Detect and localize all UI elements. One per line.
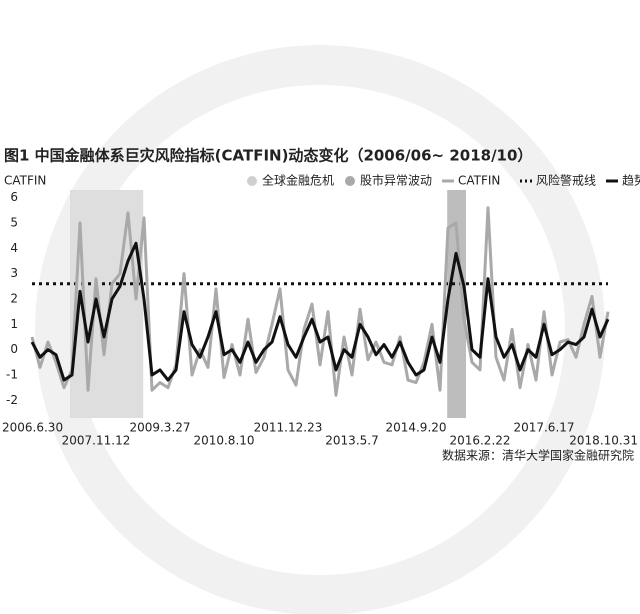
y-tick-label: 5: [10, 215, 18, 229]
y-tick-label: 3: [10, 266, 18, 280]
y-tick-label: 2: [10, 291, 18, 305]
series-line: [30, 206, 610, 397]
y-tick-label: -1: [6, 367, 18, 381]
legend-label: 趋势值: [622, 173, 640, 188]
legend-label: 股市异常波动: [360, 173, 432, 188]
series-line: [30, 241, 610, 382]
shaded-period: [447, 190, 466, 418]
source-note: 数据来源：清华大学国家金融研究院: [442, 448, 634, 463]
y-tick-label: 4: [10, 241, 18, 255]
x-tick-label: 2013.5.7: [325, 434, 378, 448]
x-tick-label: 2018.10.31: [569, 434, 638, 448]
legend-label: 全球金融危机: [262, 173, 334, 188]
x-tick-label: 2011.12.23: [254, 421, 323, 435]
legend-swatch: [345, 176, 355, 186]
y-tick-label: 6: [10, 190, 18, 204]
y-axis-label: CATFIN: [4, 174, 46, 188]
x-tick-label: 2006.6.30: [2, 421, 63, 435]
x-tick-label: 2010.8.10: [193, 434, 254, 448]
y-tick-label: -2: [6, 393, 18, 407]
x-tick-label: 2016.2.22: [449, 434, 510, 448]
legend-label: 风险警戒线: [536, 173, 596, 188]
x-tick-label: 2017.6.17: [513, 421, 574, 435]
y-tick-label: 1: [10, 317, 18, 331]
y-tick-label: 0: [10, 342, 18, 356]
chart-title: 图1 中国金融体系巨灾风险指标(CATFIN)动态变化（2006/06~ 201…: [4, 147, 532, 165]
legend-swatch: [247, 176, 257, 186]
x-tick-label: 2009.3.27: [129, 421, 190, 435]
x-tick-label: 2014.9.20: [385, 421, 446, 435]
legend-label: CATFIN: [458, 174, 500, 188]
x-tick-label: 2007.11.12: [62, 434, 131, 448]
